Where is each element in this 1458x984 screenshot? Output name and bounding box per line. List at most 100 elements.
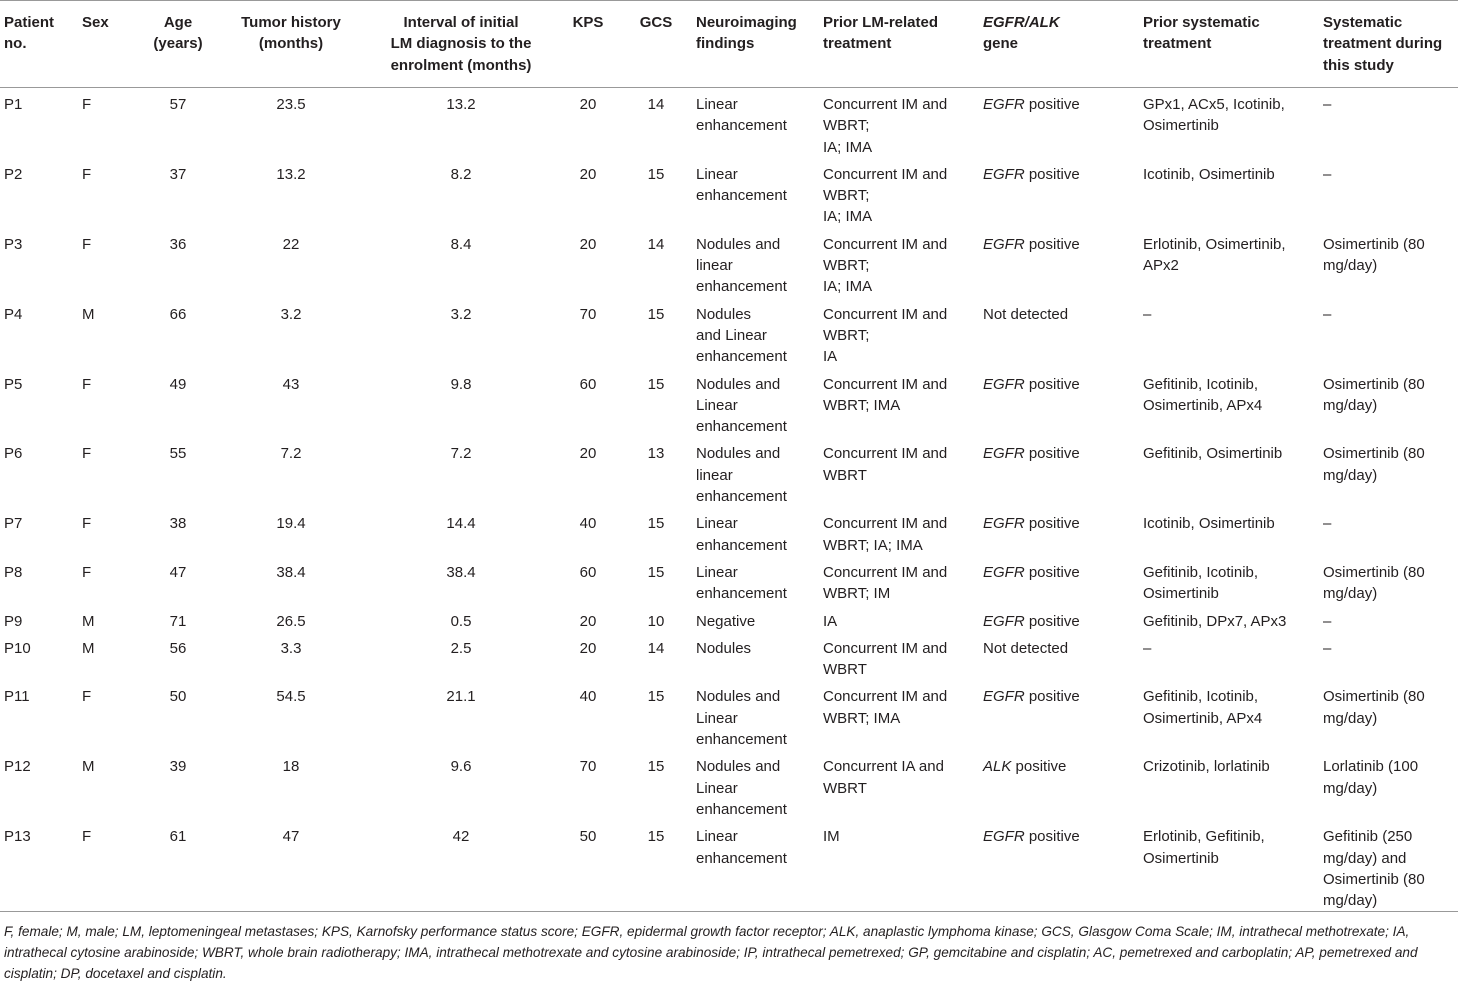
table-cell: P9 [4,612,23,630]
table-cell: 60 [579,563,597,581]
table-cell: 38.4 [276,563,306,581]
table-cell: 54.5 [276,688,306,706]
gene-name: ALK [983,758,1012,776]
table-cell: 15 [647,515,665,533]
table-cell: Osimertinib (80 mg/day) [1323,445,1425,484]
gene-status: positive [1015,758,1067,776]
table-cell: 39 [169,758,187,776]
header-cell: Interval of initial LM diagnosis to the … [390,14,532,74]
gene-cell: EGFR positive [979,158,1139,228]
table-row: P1 F 57 23.5 13.2 20 14 Linear enhancement Concu… [0,88,1458,158]
table-cell: 14 [647,235,665,253]
table-cell: Lorlatinib (100 mg/day) [1323,758,1419,797]
table-cell: Nodules and Linear enhancement [696,375,787,436]
table-row: P5 F 49 43 9.8 60 15 Nodules and Linear enhance… [0,368,1458,438]
table-body: P1 F 57 23.5 13.2 20 14 Linear enhancement Concu… [0,88,1458,912]
table-cell: M [82,612,95,630]
table-cell: F [82,688,92,706]
table-cell: Gefitinib, Osimertinib [1143,445,1283,463]
header-cell: Prior LM-related treatment [823,14,939,53]
table-cell: 43 [282,375,300,393]
table-cell: Nodules and Linear enhancement [696,305,787,366]
table-row: P11 F 50 54.5 21.1 40 15 Nodules and Linear enh… [0,680,1458,750]
table-cell: – [1323,515,1332,533]
gene-status: positive [1028,612,1080,630]
table-cell: 13.2 [446,96,476,113]
table-cell: Concurrent IM and WBRT; IA; IMA [823,235,948,296]
table-cell: 20 [579,235,597,253]
table-cell: 26.5 [276,612,306,630]
table-cell: 7.2 [450,445,472,463]
table-cell: Concurrent IM and WBRT; IMA [823,688,948,727]
header-cell: Age (years) [153,14,203,53]
table-cell: IM [823,828,840,846]
table-cell: 10 [647,612,665,630]
table-cell: Linear enhancement [696,96,787,135]
table-cell: Gefitinib, Icotinib, Osimertinib, APx4 [1143,375,1263,414]
table-cell: Concurrent IM and WBRT; IA [823,305,948,366]
table-cell: 49 [169,375,187,393]
table-cell: Nodules [696,639,752,657]
table-cell: Linear enhancement [696,828,787,867]
gene-cell: EGFR positive [979,507,1139,556]
table-cell: 42 [452,828,470,846]
table-cell: F [82,515,92,533]
table-cell: 14 [647,639,665,657]
gene-cell: EGFR positive [979,368,1139,438]
table-cell: F [82,235,92,253]
header-cell: Systematic treatment during this study [1323,14,1443,74]
gene-status: positive [1028,235,1080,253]
table-cell: – [1143,305,1152,323]
table-cell: Erlotinib, Gefitinib, Osimertinib [1143,828,1265,867]
gene-cell: EGFR positive [979,680,1139,750]
table-cell: Linear enhancement [696,563,787,603]
table-cell: Concurrent IM and WBRT; IM [823,563,948,603]
table-cell: 19.4 [276,515,306,533]
table-cell: F [82,165,92,183]
table-cell: 50 [169,688,187,706]
table-cell: 55 [169,445,187,463]
gene-status: positive [1028,96,1080,113]
gene-name: EGFR [983,563,1025,581]
table-cell: 47 [282,828,300,846]
header-text: gene [983,35,1019,53]
table-cell: Gefitinib (250 mg/day) and Osimertinib (… [1323,828,1425,910]
gene-name: EGFR [983,515,1025,533]
table-cell: F [82,563,92,581]
table-cell: – [1323,639,1332,657]
table-cell: P2 [4,165,23,183]
table-cell: 36 [169,235,187,253]
table-cell: P12 [4,758,31,776]
table-cell: 0.5 [450,612,472,630]
table-cell: 18 [282,758,300,776]
table-cell: 9.6 [450,758,472,776]
table-cell: 40 [579,688,597,706]
table-header: Patient no. Sex Age (years) Tumor history (… [0,0,1458,88]
header-cell: GCS [639,14,673,31]
data-table: Patient no. Sex Age (years) Tumor history (… [0,0,1458,912]
table-cell: Gefitinib, Icotinib, Osimertinib, APx4 [1143,688,1263,727]
table-cell: 47 [169,563,187,581]
gene-name: EGFR [983,375,1025,393]
table-cell: 37 [169,165,187,183]
table-cell: – [1323,96,1332,113]
header-cell: Sex [82,14,109,31]
table-cell: 13 [647,445,665,463]
table-cell: 8.2 [450,165,472,183]
table-cell: 15 [647,563,665,581]
gene-status: positive [1028,688,1080,706]
gene-name: EGFR [983,96,1025,113]
table-cell: Concurrent IM and WBRT; IA; IMA [823,96,948,156]
header-cell: Tumor history (months) [241,14,341,53]
table-cell: Nodules and Linear enhancement [696,688,787,749]
table-cell: Concurrent IM and WBRT; IA; IMA [823,515,948,554]
table-cell: 22 [282,235,300,253]
table-cell: Icotinib, Osimertinib [1143,515,1275,533]
table-cell: – [1323,305,1332,323]
gene-name: EGFR [983,612,1025,630]
gene-name: EGFR [983,688,1025,706]
table-cell: Osimertinib (80 mg/day) [1323,563,1425,603]
table-cell: P6 [4,445,23,463]
header-cell: Patient no. [4,14,55,53]
